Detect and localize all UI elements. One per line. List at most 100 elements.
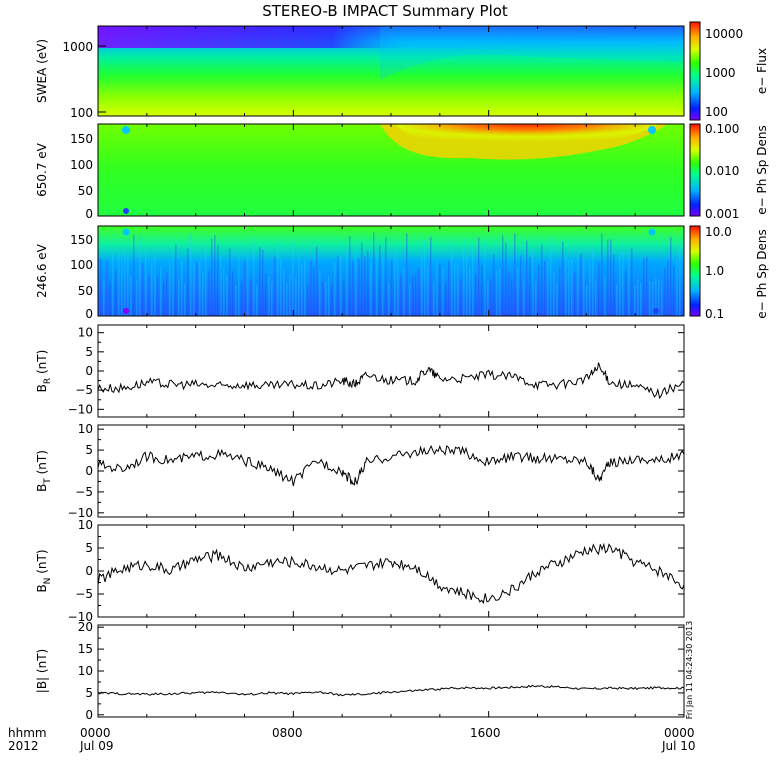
spectrogram-stripe	[370, 261, 372, 316]
spectrogram-stripe	[328, 275, 330, 316]
spectrogram-stripe	[310, 261, 312, 316]
ytick-label: 5	[85, 443, 93, 457]
spectrogram-stripe	[400, 274, 402, 316]
spectrogram-stripe	[619, 252, 621, 316]
spectrogram-stripe	[427, 267, 429, 316]
spectrogram-stripe	[466, 256, 468, 316]
spectrogram-stripe	[136, 279, 138, 316]
spectrogram-stripe	[622, 251, 624, 316]
spectrogram-stripe	[550, 237, 552, 316]
spectrogram-stripe	[493, 253, 495, 316]
spectrogram-stripe	[184, 283, 186, 316]
spectrogram-stripe	[103, 279, 105, 316]
spectrogram-stripe	[346, 249, 348, 316]
xtick-3-time: 0000	[664, 726, 695, 740]
ytick-label: −5	[75, 587, 93, 601]
colorbar-pa2: 10.0 1.0 0.1 e− Ph Sp Dens	[689, 225, 769, 321]
spectrogram-stripe	[532, 252, 534, 316]
spectrogram-stripe	[631, 248, 633, 316]
spectrogram-stripe	[169, 260, 171, 316]
ytick-label: 0	[85, 708, 93, 722]
spectrogram-stripe	[451, 236, 453, 316]
xtick-0-time: 0000	[80, 726, 111, 740]
spectrogram-stripe	[499, 268, 501, 316]
panel-bt: 10 5 0 −5 −10 BT (nT)	[35, 422, 685, 520]
spectrogram-stripe	[547, 261, 549, 316]
spectrogram-stripe	[307, 285, 309, 316]
ytick-label: 10	[78, 518, 93, 532]
spectrogram-stripe	[676, 260, 678, 316]
spectrogram-stripe	[679, 243, 681, 316]
spectrogram-stripe	[580, 253, 582, 316]
spectrogram-stripe	[670, 237, 672, 316]
spectrogram-stripe	[286, 282, 288, 316]
spectrogram-stripe	[235, 285, 237, 316]
spectrogram-stripe	[553, 272, 555, 316]
spectrogram-stripe	[613, 254, 615, 316]
spectrogram-stripe	[502, 235, 504, 316]
spectrogram-stripe	[151, 261, 153, 316]
spectrogram-stripe	[133, 234, 135, 316]
spectrogram-stripe	[292, 242, 294, 316]
spectrogram-stripe	[517, 267, 519, 316]
pa1-ytick-100: 100	[70, 158, 93, 172]
ytick-label: 10	[78, 664, 93, 678]
spectrogram-stripe	[595, 281, 597, 316]
cb3-tick-mid: 1.0	[705, 264, 724, 278]
cb1-label: e− Flux	[755, 48, 769, 94]
spectrogram-stripe	[478, 237, 480, 316]
spectrogram-stripe	[364, 256, 366, 316]
ytick-label: 5	[85, 345, 93, 359]
spectrogram-stripe	[475, 273, 477, 316]
spectrogram-stripe	[484, 241, 486, 316]
panel-bn: 10 5 0 −5 −10 BN (nT)	[35, 518, 685, 624]
spectrogram-stripe	[394, 249, 396, 316]
spectrogram-stripe	[556, 283, 558, 316]
spectrogram-stripe	[646, 256, 648, 316]
spectrogram-stripe	[373, 232, 375, 316]
spectrogram-stripe	[262, 249, 264, 316]
spectrogram-stripe	[592, 251, 594, 316]
spectrogram-stripe	[298, 251, 300, 316]
spectrogram-stripe	[259, 247, 261, 316]
ytick-label: −5	[75, 383, 93, 397]
ylabel: BR (nT)	[35, 350, 53, 393]
spectrogram-stripe	[289, 273, 291, 316]
spectrogram-stripe	[223, 268, 225, 316]
spectrogram-stripe	[265, 273, 267, 316]
plot-title: STEREO-B IMPACT Summary Plot	[262, 2, 508, 20]
spectrogram-stripe	[445, 282, 447, 316]
swea-ylabel: SWEA (eV)	[35, 39, 49, 103]
spectrogram-stripe	[229, 248, 231, 316]
spectrogram-stripe	[529, 256, 531, 316]
spectrogram-stripe	[160, 266, 162, 316]
spectrogram-stripe	[340, 256, 342, 316]
series-line	[97, 542, 685, 605]
colorbar-pa1: 0.100 0.010 0.001 e− Ph Sp Dens	[689, 122, 769, 221]
spectrogram-stripe	[256, 284, 258, 316]
spectrogram-stripe	[523, 279, 525, 316]
spectrogram-stripe	[673, 266, 675, 316]
spectrogram-stripe	[211, 238, 213, 316]
spectrogram-stripe	[121, 258, 123, 316]
pa2-ytick-50: 50	[78, 284, 93, 298]
spectrogram-stripe	[634, 285, 636, 316]
cb2-tick-top: 0.100	[705, 122, 739, 136]
spectrogram-stripe	[142, 262, 144, 316]
spectrogram-stripe	[397, 248, 399, 316]
spectrogram-stripe	[574, 272, 576, 316]
spectrogram-stripe	[391, 260, 393, 316]
spectrogram-stripe	[214, 235, 216, 316]
spectrogram-stripe	[181, 261, 183, 316]
cb2-tick-mid: 0.010	[705, 164, 739, 178]
spectrogram-stripe	[601, 233, 603, 316]
spectrogram-stripe	[130, 276, 132, 316]
ytick-label: 0	[85, 464, 93, 478]
spectrogram-stripe	[244, 260, 246, 316]
cb2-label: e− Ph Sp Dens	[755, 125, 769, 214]
ytick-label: 5	[85, 686, 93, 700]
spectrogram-stripe	[565, 256, 567, 316]
spectrogram-stripe	[559, 266, 561, 316]
spectrogram-stripe	[145, 249, 147, 316]
spectrogram-stripe	[469, 267, 471, 316]
